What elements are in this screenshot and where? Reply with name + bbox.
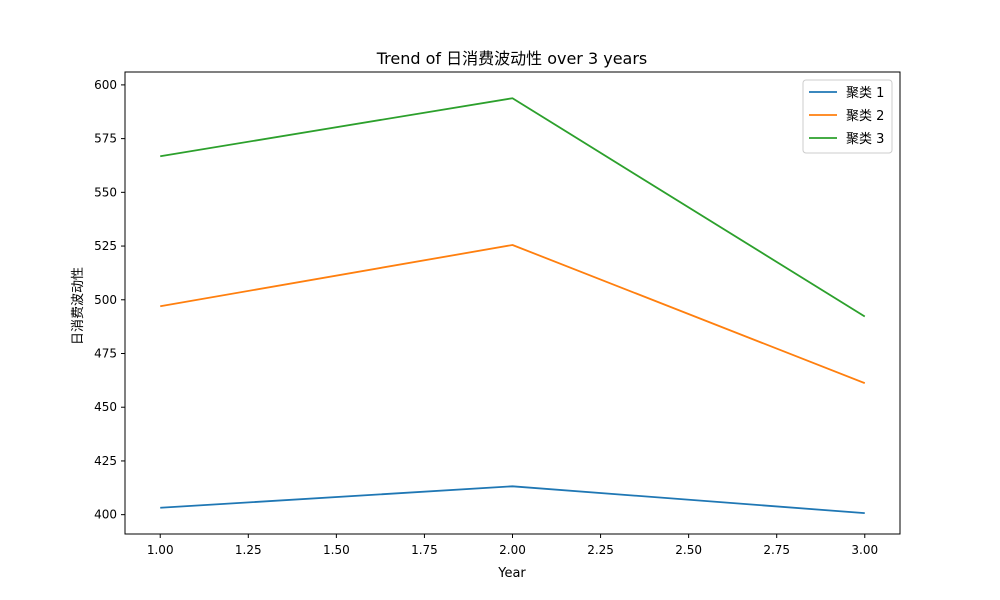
x-tick-label: 1.00: [147, 543, 174, 557]
y-tick-label: 525: [94, 239, 117, 253]
plot-area: 1.00 1.25 1.50 1.75 2.00 2.25 2.50 2.75 3.00 400 4…: [94, 71, 901, 557]
x-tick-label: 2.00: [499, 543, 526, 557]
legend-box: [802, 79, 893, 154]
x-tick-label: 2.25: [587, 543, 614, 557]
x-tick-label: 1.50: [323, 543, 350, 557]
y-axis-label: 日消费波动性: [71, 267, 86, 345]
legend: 聚类 1 聚类 2 聚类 3: [802, 79, 893, 154]
series-line-2: [160, 244, 866, 384]
chart-title: Trend of 日消费波动性 over 3 years: [376, 49, 648, 68]
legend-label-3: 聚类 3: [846, 132, 884, 147]
legend-label-2: 聚类 2: [846, 109, 884, 124]
x-tick-label: 2.75: [763, 543, 790, 557]
x-tick-label: 1.25: [235, 543, 262, 557]
plot-frame: [124, 71, 901, 535]
y-tick-label: 475: [94, 346, 117, 360]
y-tick-label: 450: [94, 400, 117, 414]
x-tick-label: 2.50: [675, 543, 702, 557]
legend-label-1: 聚类 1: [846, 86, 884, 101]
y-tick-label: 550: [94, 185, 117, 199]
y-tick-label: 575: [94, 132, 117, 146]
series-line-1: [160, 485, 865, 515]
x-tick-label: 3.00: [851, 543, 878, 557]
x-axis-label: Year: [497, 566, 526, 581]
y-tick-label: 600: [94, 78, 117, 92]
y-tick-label: 425: [94, 454, 117, 468]
y-tick-label: 400: [94, 508, 117, 522]
x-tick-label: 1.75: [411, 543, 438, 557]
series-line-3: [160, 97, 866, 318]
y-tick-label: 500: [94, 293, 117, 307]
